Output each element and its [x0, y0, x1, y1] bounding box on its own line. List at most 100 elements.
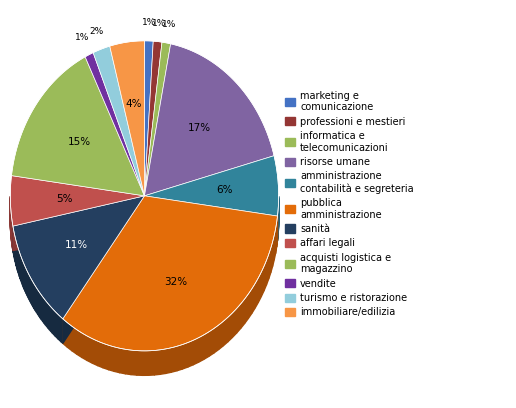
Polygon shape: [60, 316, 61, 342]
Polygon shape: [177, 345, 182, 371]
Polygon shape: [10, 175, 144, 226]
Polygon shape: [32, 281, 33, 307]
Polygon shape: [44, 299, 45, 325]
Polygon shape: [47, 302, 48, 328]
Polygon shape: [61, 317, 63, 343]
Polygon shape: [144, 42, 171, 196]
Polygon shape: [77, 330, 82, 357]
Text: 6%: 6%: [217, 185, 233, 195]
Text: 1%: 1%: [75, 33, 90, 42]
Polygon shape: [276, 223, 277, 254]
Polygon shape: [120, 348, 125, 374]
Polygon shape: [269, 248, 271, 279]
Polygon shape: [114, 347, 120, 373]
Polygon shape: [45, 300, 47, 326]
Polygon shape: [272, 235, 274, 266]
Polygon shape: [274, 229, 276, 260]
Polygon shape: [33, 282, 35, 309]
Polygon shape: [93, 46, 144, 196]
Polygon shape: [36, 286, 37, 313]
Text: 17%: 17%: [188, 123, 211, 133]
Polygon shape: [48, 304, 50, 330]
Polygon shape: [232, 308, 236, 337]
Polygon shape: [144, 41, 162, 196]
Polygon shape: [30, 277, 31, 303]
Polygon shape: [20, 255, 21, 281]
Polygon shape: [240, 299, 245, 328]
Polygon shape: [55, 312, 57, 337]
Polygon shape: [236, 304, 240, 333]
Polygon shape: [63, 196, 278, 351]
Polygon shape: [58, 315, 60, 341]
Polygon shape: [143, 351, 149, 375]
Polygon shape: [182, 343, 188, 369]
Polygon shape: [255, 278, 259, 308]
Polygon shape: [82, 333, 87, 361]
Text: 11%: 11%: [64, 240, 88, 250]
Ellipse shape: [10, 65, 279, 375]
Polygon shape: [27, 271, 28, 297]
Polygon shape: [277, 216, 278, 247]
Polygon shape: [149, 350, 154, 375]
Polygon shape: [219, 322, 223, 350]
Polygon shape: [18, 248, 19, 275]
Polygon shape: [144, 41, 153, 196]
Polygon shape: [125, 349, 131, 375]
Text: 4%: 4%: [126, 99, 142, 109]
Polygon shape: [228, 313, 232, 342]
Polygon shape: [137, 350, 143, 375]
Text: 1%: 1%: [152, 18, 166, 27]
Polygon shape: [21, 257, 22, 283]
Polygon shape: [52, 308, 54, 335]
Polygon shape: [15, 239, 17, 266]
Polygon shape: [11, 57, 144, 196]
Polygon shape: [24, 265, 25, 291]
Polygon shape: [38, 290, 39, 316]
Polygon shape: [51, 307, 52, 333]
Polygon shape: [266, 255, 269, 285]
Polygon shape: [57, 313, 58, 339]
Polygon shape: [63, 319, 68, 347]
Polygon shape: [144, 196, 278, 241]
Polygon shape: [144, 44, 274, 196]
Polygon shape: [209, 328, 214, 357]
Polygon shape: [245, 294, 248, 324]
Polygon shape: [271, 242, 272, 273]
Polygon shape: [252, 284, 255, 313]
Polygon shape: [85, 53, 144, 196]
Polygon shape: [261, 266, 264, 297]
Text: 1%: 1%: [142, 18, 156, 27]
Polygon shape: [41, 295, 43, 322]
Polygon shape: [19, 250, 20, 277]
Polygon shape: [22, 259, 23, 285]
Polygon shape: [29, 275, 30, 301]
Polygon shape: [193, 338, 199, 365]
Polygon shape: [204, 332, 209, 359]
Polygon shape: [26, 269, 27, 295]
Polygon shape: [50, 305, 51, 331]
Text: 1%: 1%: [162, 20, 176, 29]
Polygon shape: [28, 273, 29, 299]
Polygon shape: [37, 288, 38, 315]
Polygon shape: [223, 317, 228, 346]
Text: 2%: 2%: [89, 27, 103, 36]
Text: 15%: 15%: [68, 137, 91, 146]
Polygon shape: [98, 341, 103, 368]
Polygon shape: [160, 349, 166, 374]
Polygon shape: [103, 344, 109, 370]
Polygon shape: [109, 345, 114, 371]
Polygon shape: [199, 335, 204, 362]
Polygon shape: [248, 289, 252, 319]
Polygon shape: [72, 326, 77, 355]
Polygon shape: [39, 292, 40, 318]
Polygon shape: [92, 339, 98, 366]
Polygon shape: [87, 336, 92, 363]
Polygon shape: [166, 348, 171, 373]
Polygon shape: [154, 350, 160, 375]
Polygon shape: [31, 279, 32, 305]
Polygon shape: [35, 284, 36, 311]
Polygon shape: [110, 41, 144, 196]
Polygon shape: [68, 323, 72, 351]
Polygon shape: [264, 260, 266, 291]
Polygon shape: [40, 293, 41, 320]
